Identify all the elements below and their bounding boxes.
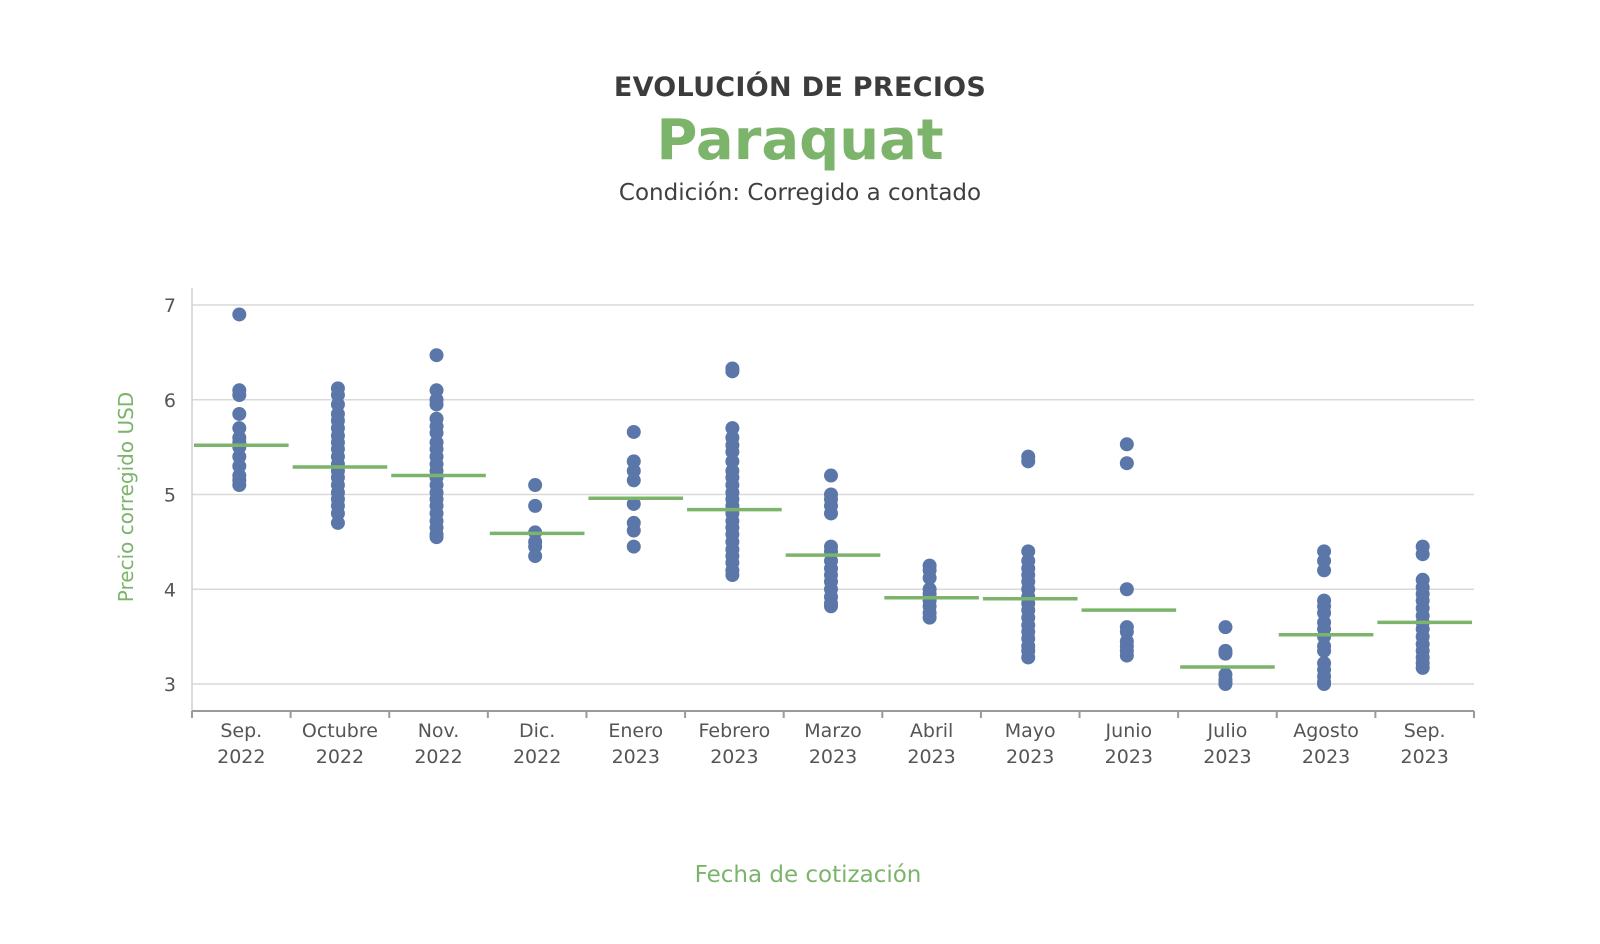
x-tick-label-year: 2023 <box>1203 746 1251 768</box>
data-point <box>824 599 838 614</box>
x-tick-label-year: 2022 <box>414 746 462 768</box>
data-point <box>922 610 937 625</box>
x-tick-label-year: 2022 <box>513 746 561 768</box>
data-point <box>1119 437 1134 452</box>
data-point <box>528 549 543 564</box>
axes: 3 4 5 6 7 Sep. 2022 Octubre 2022 Nov. 2022 Dic. 2022… <box>164 288 1475 768</box>
x-tick-label: Agosto <box>1293 720 1359 742</box>
x-tick-label-year: 2023 <box>809 746 857 768</box>
data-point <box>330 515 345 530</box>
data-point <box>922 570 937 585</box>
chart-title: Paraquat <box>656 108 944 173</box>
x-tick-label-year: 2023 <box>612 746 660 768</box>
x-tick-label: Febrero <box>699 720 771 742</box>
data-point <box>1317 643 1332 658</box>
x-tick-label-year: 2023 <box>1401 746 1449 768</box>
data-point <box>824 468 838 483</box>
data-points <box>232 307 1430 691</box>
x-tick-label: Mayo <box>1005 720 1056 742</box>
x-tick-label-year: 2023 <box>1302 746 1350 768</box>
x-tick-label-year: 2023 <box>1006 746 1054 768</box>
data-point <box>429 530 444 545</box>
x-tick-label: Sep. <box>1404 720 1446 742</box>
x-tick-label: Enero <box>608 720 663 742</box>
data-point <box>626 424 641 439</box>
data-point <box>1218 677 1233 691</box>
data-point <box>1218 646 1233 661</box>
data-point <box>232 388 247 403</box>
data-point <box>1021 650 1036 665</box>
data-point <box>626 523 641 538</box>
data-point <box>528 478 543 493</box>
data-point <box>1119 648 1134 663</box>
y-axis-label: Precio corregido USD <box>114 392 138 602</box>
x-tick-label: Marzo <box>804 720 861 742</box>
x-tick-label-year: 2023 <box>907 746 955 768</box>
x-tick-label-year: 2022 <box>217 746 265 768</box>
data-point <box>725 568 740 583</box>
gridlines <box>192 304 1474 685</box>
data-point <box>1119 582 1134 597</box>
x-axis-label: Fecha de cotización <box>695 862 922 888</box>
chart-supertitle: EVOLUCIÓN DE PRECIOS <box>613 72 987 103</box>
x-tick-label: Nov. <box>418 720 460 742</box>
data-point <box>1317 563 1332 578</box>
data-point <box>429 397 444 412</box>
data-point <box>1119 456 1134 471</box>
x-tick-label: Dic. <box>519 720 555 742</box>
x-tick-label-year: 2023 <box>710 746 758 768</box>
x-tick-label: Junio <box>1105 720 1153 742</box>
x-tick-label-year: 2023 <box>1105 746 1153 768</box>
data-point <box>528 498 543 513</box>
data-point <box>1317 677 1332 691</box>
data-point <box>232 406 247 421</box>
data-point <box>824 506 838 521</box>
data-point <box>1415 547 1430 562</box>
x-tick-label: Octubre <box>302 720 378 742</box>
mean-lines <box>194 443 1472 669</box>
data-point <box>626 473 641 488</box>
data-point <box>725 364 740 379</box>
x-tick-label-year: 2022 <box>316 746 364 768</box>
data-point <box>626 539 641 554</box>
x-tick-label: Julio <box>1207 720 1248 742</box>
y-tick-label: 5 <box>164 485 176 507</box>
y-tick-label: 4 <box>164 579 176 601</box>
data-point <box>232 478 247 493</box>
x-tick-label: Abril <box>910 720 953 742</box>
y-tick-label: 7 <box>164 295 176 317</box>
y-tick-label: 6 <box>164 390 176 412</box>
data-point <box>1218 620 1233 635</box>
data-point <box>1415 660 1430 675</box>
data-point <box>429 348 444 363</box>
data-point <box>626 496 641 511</box>
data-point <box>1021 454 1036 469</box>
chart-subtitle: Condición: Corregido a contado <box>618 180 982 206</box>
x-tick-label: Sep. <box>220 720 262 742</box>
y-tick-label: 3 <box>164 674 176 696</box>
data-point <box>232 307 247 322</box>
